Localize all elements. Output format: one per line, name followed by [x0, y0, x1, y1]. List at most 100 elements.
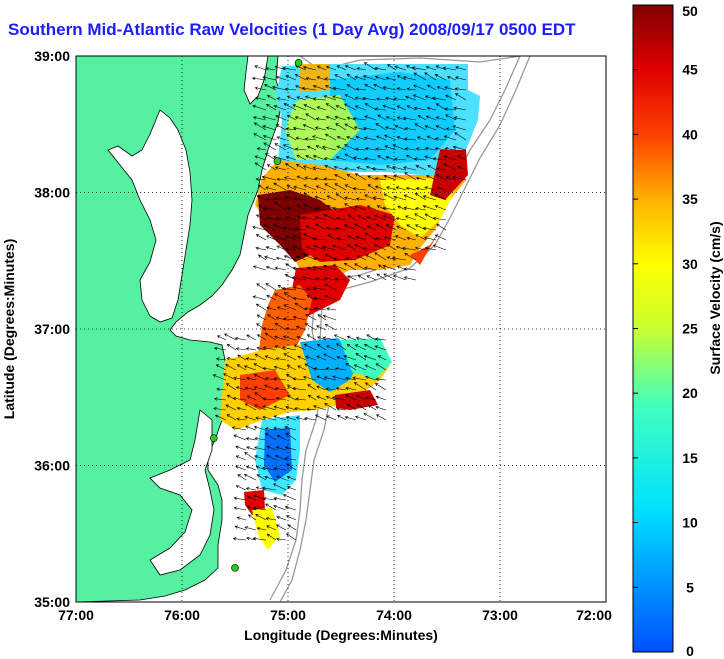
velocity-arrow [325, 65, 337, 71]
velocity-arrow [362, 96, 377, 101]
velocity-arrow [375, 414, 387, 421]
velocity-arrow [264, 475, 277, 481]
velocity-arrow [324, 133, 337, 141]
colorbar-label: Surface Velocity (cm/s) [707, 221, 723, 374]
velocity-arrow [321, 245, 337, 251]
velocity-arrow [384, 134, 397, 141]
velocity-arrow [383, 273, 397, 281]
velocity-arrow [355, 87, 367, 91]
velocity-arrow [316, 395, 327, 401]
velocity-arrow [446, 75, 457, 81]
velocity-arrow [406, 105, 417, 111]
velocity-arrow [334, 183, 347, 191]
velocity-arrow [266, 533, 277, 541]
velocity-arrow [266, 445, 277, 451]
velocity-arrow [235, 465, 247, 471]
velocity-arrow [262, 223, 277, 231]
velocity-arrow [273, 405, 287, 411]
x-tick-label: 76:00 [164, 607, 200, 623]
velocity-arrow [264, 433, 277, 441]
velocity-arrow [231, 426, 247, 431]
velocity-arrow [382, 206, 397, 211]
velocity-arrow [333, 165, 347, 171]
velocity-arrow [246, 495, 257, 501]
velocity-arrow [251, 76, 267, 81]
velocity-arrow [255, 246, 267, 251]
velocity-arrow [273, 415, 287, 421]
x-tick-label: 74:00 [376, 607, 412, 623]
velocity-arrow [436, 186, 447, 191]
velocity-arrow [306, 295, 317, 301]
velocity-arrow [244, 403, 257, 411]
velocity-arrow [314, 414, 327, 421]
velocity-arrow [284, 163, 297, 171]
velocity-arrow [422, 226, 437, 231]
velocity-arrow [435, 103, 447, 111]
velocity-arrow [326, 195, 337, 201]
velocity-arrow [425, 115, 437, 121]
velocity-arrow [427, 84, 437, 91]
velocity-arrow [276, 136, 287, 141]
velocity-arrow [414, 207, 427, 211]
velocity-arrow [292, 286, 307, 291]
velocity-arrow [415, 147, 427, 151]
velocity-arrow [303, 203, 317, 211]
velocity-arrow [373, 83, 387, 91]
radar-stations [210, 59, 303, 572]
velocity-arrow [362, 246, 377, 251]
velocity-arrow [283, 103, 297, 111]
velocity-arrow [276, 515, 287, 521]
velocity-arrow [325, 226, 337, 231]
velocity-arrow [236, 364, 247, 371]
delaware-bay [243, 56, 269, 105]
velocity-arrow [313, 296, 327, 301]
velocity-arrow [275, 316, 287, 321]
velocity-arrow [377, 264, 387, 271]
velocity-arrow [235, 386, 247, 391]
velocity-arrow [443, 135, 457, 141]
velocity-arrow [346, 73, 357, 81]
velocity-arrow [274, 166, 287, 171]
velocity-arrow [363, 343, 377, 351]
velocity-arrow [306, 145, 317, 151]
velocity-arrow [312, 237, 327, 241]
velocity-arrow [324, 77, 337, 81]
velocity-arrow [305, 113, 317, 121]
velocity-arrow [273, 196, 287, 201]
velocity-arrow [332, 206, 347, 211]
velocity-arrow [335, 216, 347, 221]
velocity-arrow [257, 184, 267, 191]
velocity-arrow [271, 85, 287, 91]
x-tick-label: 73:00 [482, 607, 518, 623]
velocity-arrow [283, 304, 297, 311]
velocity-arrow [345, 376, 357, 381]
velocity-arrow [366, 225, 377, 231]
velocity-arrow [346, 116, 357, 121]
velocity-arrow [286, 206, 297, 211]
velocity-arrow [254, 404, 267, 411]
velocity-arrow [374, 75, 387, 81]
velocity-arrow [444, 94, 457, 101]
velocity-arrow [247, 514, 257, 521]
velocity-arrow [282, 144, 297, 151]
velocity-arrow [281, 346, 297, 351]
velocity-arrow [396, 136, 407, 141]
velocity-arrow [262, 466, 277, 471]
velocity-arrow [312, 135, 327, 141]
velocity-arrow [303, 104, 317, 111]
velocity-arrow [385, 76, 397, 81]
velocity-arrow [244, 526, 257, 531]
velocity-arrow [275, 357, 287, 361]
velocity-arrow [324, 403, 337, 411]
velocity-arrow [365, 254, 377, 261]
velocity-arrow [263, 142, 277, 151]
velocity-arrow [276, 177, 287, 181]
velocity-arrow [252, 104, 267, 111]
velocity-arrow [325, 367, 337, 371]
velocity-arrow [303, 343, 317, 351]
velocity-arrow [335, 367, 347, 371]
velocity-arrow [235, 347, 247, 351]
y-tick-label: 38:00 [34, 185, 70, 201]
velocity-arrow [377, 155, 387, 161]
